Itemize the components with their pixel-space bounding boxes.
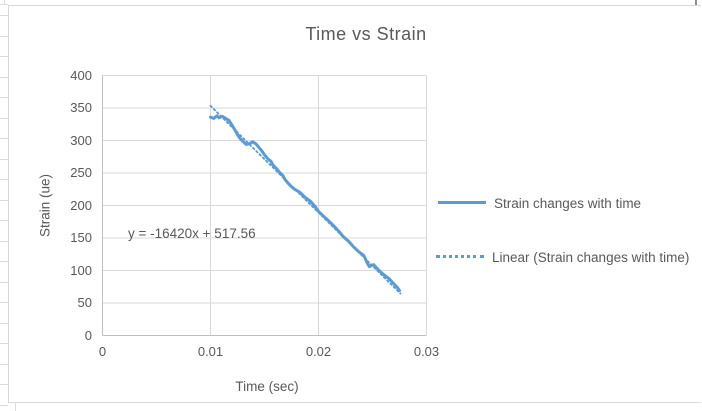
y-tick-label: 250 — [70, 165, 92, 180]
solid-line-swatch-icon — [438, 201, 486, 204]
chart-title[interactable]: Time vs Strain — [305, 24, 427, 44]
worksheet-row-gridline — [0, 159, 8, 160]
worksheet-row-gridline — [0, 261, 8, 262]
y-tick-label: 100 — [70, 262, 92, 278]
worksheet-row-gridline — [0, 405, 8, 406]
y-tick-label: 300 — [70, 132, 92, 148]
legend-item-trendline[interactable]: Linear (Strain changes with time) — [436, 248, 689, 268]
trendline-equation[interactable]: y = -16420x + 517.56 — [128, 226, 256, 241]
worksheet-row-gridline — [0, 56, 8, 57]
x-axis-title[interactable]: Time (sec) — [235, 379, 299, 394]
x-tick-label: 0.02 — [305, 344, 332, 359]
worksheet-bottom-strip — [0, 403, 702, 411]
worksheet-row-gridline — [0, 364, 8, 365]
worksheet-row-gridline — [0, 302, 8, 303]
worksheet-row-gridline — [0, 36, 8, 37]
worksheet-column-gridline-bottom — [15, 403, 16, 411]
worksheet-row-gridline — [0, 220, 8, 221]
x-tick-label: 0.03 — [413, 344, 440, 359]
legend: Strain changes with time Linear (Strain … — [436, 0, 702, 411]
worksheet-left-strip — [0, 0, 8, 411]
legend-label-series: Strain changes with time — [494, 196, 642, 211]
dotted-line-swatch-icon — [436, 255, 484, 258]
worksheet-row-gridline — [0, 343, 8, 344]
y-tick-label: 400 — [70, 67, 92, 83]
x-tick-label: 0.01 — [197, 344, 224, 359]
scrollbar-mark[interactable] — [695, 0, 697, 7]
legend-item-series[interactable]: Strain changes with time — [438, 194, 641, 214]
worksheet-row-gridline — [0, 323, 8, 324]
worksheet-row-gridline — [0, 77, 8, 78]
y-tick-label: 200 — [70, 197, 92, 213]
x-tick-label: 0 — [98, 344, 107, 359]
worksheet-top-strip — [0, 0, 702, 5]
worksheet-row-gridline — [0, 282, 8, 283]
chart-area[interactable] — [8, 5, 701, 403]
y-tick-label: 0 — [84, 327, 92, 343]
worksheet-row-gridline — [0, 200, 8, 201]
y-tick-label: 150 — [70, 230, 92, 245]
worksheet-row-gridline — [0, 15, 8, 16]
trendline[interactable] — [209, 104, 402, 295]
worksheet-row-gridline — [0, 138, 8, 139]
worksheet-row-gridline — [0, 384, 8, 385]
worksheet-column-gridline-top-left — [4, 0, 5, 5]
worksheet-row-gridline — [0, 118, 8, 119]
worksheet-row-gridline — [0, 179, 8, 180]
y-tick-label: 350 — [70, 100, 92, 115]
y-tick-label: 50 — [77, 295, 92, 310]
legend-label-trendline: Linear (Strain changes with time) — [492, 250, 690, 265]
y-axis-title[interactable]: Strain (ue) — [37, 173, 53, 238]
worksheet-row-gridline — [0, 97, 8, 98]
series-line[interactable] — [209, 114, 401, 293]
worksheet-row-gridline — [0, 241, 8, 242]
